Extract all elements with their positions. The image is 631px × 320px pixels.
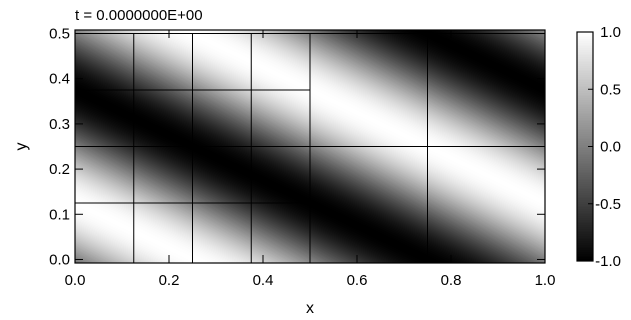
mesh-grid xyxy=(75,33,545,263)
chart-title: t = 0.0000000E+00 xyxy=(75,7,203,24)
colorbar-tick-label: 0.0 xyxy=(600,139,621,156)
x-axis: 0.0 0.2 0.4 0.6 0.8 1.0 xyxy=(65,30,556,289)
colorbar-tick-label: 0.5 xyxy=(600,81,621,98)
x-tick-label: 0.2 xyxy=(159,272,180,289)
colorbar-tick-label: -1.0 xyxy=(595,253,621,270)
y-tick-label: 0.3 xyxy=(49,116,70,133)
colorbar: 1.0 0.5 0.0 -0.5 -1.0 xyxy=(576,24,621,270)
x-axis-label: x xyxy=(306,300,314,317)
plot-frame xyxy=(74,29,546,264)
y-tick-label: 0.5 xyxy=(49,26,70,43)
y-tick-label: 0.0 xyxy=(49,251,70,268)
y-axis: 0.0 0.1 0.2 0.3 0.4 0.5 xyxy=(49,26,545,268)
colorbar-tick-label: 1.0 xyxy=(600,24,621,41)
colorbar-tick-label: -0.5 xyxy=(595,196,621,213)
x-tick-label: 0.0 xyxy=(65,272,86,289)
plot-area: 0.0 0.2 0.4 0.6 0.8 1.0 0.0 0.1 0.2 0.3 0.4 0.5 xyxy=(49,26,555,289)
colorbar-ticks: 1.0 0.5 0.0 -0.5 -1.0 xyxy=(588,24,621,270)
y-tick-label: 0.1 xyxy=(49,206,70,223)
x-tick-label: 1.0 xyxy=(535,272,556,289)
y-tick-label: 0.2 xyxy=(49,161,70,178)
y-tick-label: 0.4 xyxy=(49,71,70,88)
x-tick-label: 0.6 xyxy=(347,272,368,289)
x-tick-label: 0.4 xyxy=(253,272,274,289)
x-tick-label: 0.8 xyxy=(441,272,462,289)
y-axis-label: y xyxy=(13,143,30,151)
